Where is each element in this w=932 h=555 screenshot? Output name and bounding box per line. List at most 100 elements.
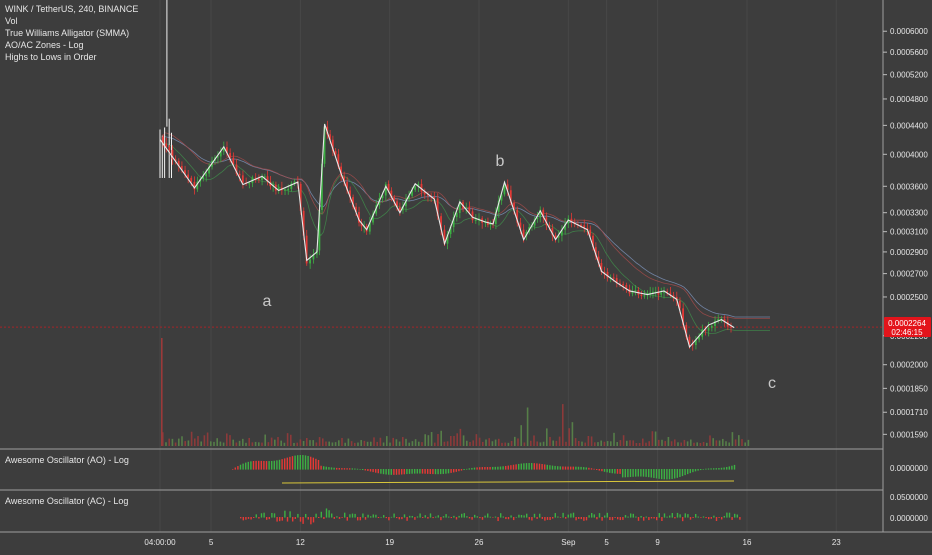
- volume-bar: [299, 439, 302, 446]
- volume-bar: [238, 440, 241, 446]
- ac-bar: [245, 517, 247, 520]
- candle-body: [583, 225, 586, 229]
- indicator-volume[interactable]: Vol: [5, 16, 18, 26]
- candle-body: [352, 197, 354, 207]
- ac-bar: [549, 517, 551, 521]
- candle-body: [634, 290, 637, 292]
- volume-bar: [466, 440, 468, 446]
- volume-bar: [274, 439, 276, 446]
- volume-bar: [222, 442, 225, 446]
- ac-bar: [364, 517, 367, 520]
- candle-body: [384, 183, 387, 196]
- ac-bar: [546, 517, 549, 520]
- volume-bar: [555, 440, 558, 446]
- y-tick-label: 0.0005200: [890, 71, 928, 80]
- alligator-line: [163, 136, 770, 318]
- ac-bar: [484, 515, 486, 518]
- candle-body: [190, 177, 193, 182]
- candle-body: [360, 222, 363, 227]
- ac-bar: [344, 512, 346, 518]
- ao-bar: [250, 461, 252, 470]
- volume-bar: [584, 442, 586, 446]
- ao-bar: [385, 469, 387, 475]
- volume-bar: [699, 442, 702, 446]
- candle-body: [222, 147, 225, 152]
- ao-pane-title[interactable]: Awesome Oscillator (AO) - Log: [5, 455, 129, 465]
- ac-bar: [305, 513, 307, 518]
- candle-body: [396, 201, 398, 208]
- volume-bar: [686, 441, 689, 446]
- volume-bar: [587, 435, 590, 446]
- ac-bar: [242, 517, 244, 521]
- volume-bar: [283, 442, 286, 446]
- volume-bar: [296, 442, 298, 446]
- indicator-highs-to-lows[interactable]: Highs to Lows in Order: [5, 52, 97, 62]
- ac-bar: [377, 517, 380, 518]
- indicator-ao-ac-zones[interactable]: AO/AC Zones - Log: [5, 40, 84, 50]
- ac-bar: [263, 512, 265, 518]
- ac-bar: [510, 515, 512, 518]
- ac-bar: [427, 517, 429, 519]
- ao-bar: [731, 465, 733, 470]
- volume-bar: [517, 438, 519, 446]
- volume-bar: [674, 439, 676, 446]
- volume-bar: [533, 435, 535, 446]
- ac-bar: [544, 517, 546, 521]
- ac-bar: [591, 513, 593, 518]
- candle-body: [261, 176, 263, 181]
- ao-bar: [546, 464, 548, 470]
- volume-bar: [194, 438, 196, 446]
- ac-bar: [255, 514, 257, 518]
- symbol-title[interactable]: WINK / TetherUS, 240, BINANCE: [5, 4, 139, 14]
- volume-bar: [408, 442, 410, 446]
- volume-bar: [661, 439, 663, 446]
- y-tick-label: 0.0001590: [890, 430, 928, 439]
- ao-bar: [260, 460, 262, 470]
- ac-bar: [583, 517, 585, 521]
- volume-bar: [693, 442, 695, 446]
- ac-bar: [331, 513, 333, 518]
- y-tick-label: 0.0002700: [890, 270, 928, 279]
- ao-bar: [528, 463, 530, 470]
- y-tick-label: 0.0003100: [890, 228, 928, 237]
- ac-bar: [684, 513, 686, 518]
- candle-body: [372, 213, 374, 223]
- volume-bar: [558, 436, 561, 446]
- ao-bar: [349, 468, 351, 470]
- price-axis[interactable]: 0.0006000 0.0005600 0.0005200 0.0004800 0.00…: [883, 27, 928, 523]
- ac-bar: [281, 517, 283, 521]
- ao-bar: [424, 469, 426, 474]
- candle-body: [334, 151, 337, 155]
- ac-bar: [260, 513, 263, 518]
- ao-bar: [286, 457, 288, 470]
- candle-body: [560, 229, 563, 236]
- ao-bar: [450, 469, 452, 473]
- ac-bar: [372, 514, 374, 518]
- volume-bar: [264, 434, 266, 446]
- volume-bar: [219, 441, 222, 446]
- ao-bar: [614, 469, 616, 474]
- volume-bar: [341, 437, 343, 446]
- volume-bar: [462, 435, 465, 446]
- indicator-alligator[interactable]: True Williams Alligator (SMMA): [5, 28, 130, 38]
- ac-bar: [398, 517, 400, 520]
- candle-body: [205, 173, 207, 177]
- volume-bar: [184, 441, 186, 446]
- time-axis[interactable]: 04:00:00 5 12 19 26 Sep 5 9 16 23: [144, 538, 841, 547]
- ac-bar: [416, 516, 419, 518]
- candle-body: [672, 295, 675, 297]
- ao-zone-line: [281, 480, 735, 484]
- ao-bar: [637, 469, 639, 477]
- wave-label-b: b: [496, 153, 505, 170]
- candle-body: [355, 206, 357, 213]
- volume-bar: [235, 442, 238, 446]
- ao-bar: [661, 469, 663, 480]
- ac-bar: [596, 517, 598, 520]
- ac-bar: [268, 517, 270, 520]
- ao-bar: [499, 466, 502, 470]
- ac-pane-title[interactable]: Awesome Oscillator (AC) - Log: [5, 496, 129, 506]
- volume-bar: [344, 442, 346, 446]
- ao-bar: [455, 469, 457, 472]
